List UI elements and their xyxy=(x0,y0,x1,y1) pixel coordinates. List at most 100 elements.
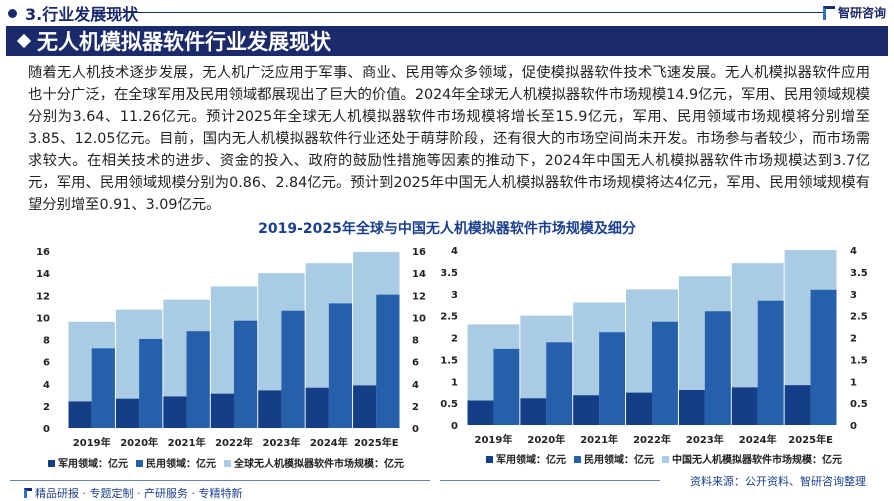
y-tick-label-right: 4 xyxy=(850,246,857,257)
x-tick-label: 2024年 xyxy=(739,433,777,446)
bar-civil xyxy=(599,332,626,425)
legend-item: 全球无人机模拟器软件市场规模：亿元 xyxy=(224,455,404,470)
banner: 无人机模拟器软件行业发展现状 xyxy=(6,26,888,56)
logo-icon xyxy=(822,5,835,20)
y-tick-label-right: 16 xyxy=(412,247,426,258)
bar-civil xyxy=(546,342,573,425)
divider xyxy=(92,12,824,13)
chart-title: 2019-2025年全球与中国无人机模拟器软件市场规模及细分 xyxy=(258,221,636,237)
bar-civil xyxy=(186,331,210,428)
bar-military xyxy=(305,387,329,428)
bar-military xyxy=(163,396,187,428)
legend-label: 军用领域：亿元 xyxy=(496,455,566,466)
logo-text: 智研咨询 xyxy=(837,6,886,20)
y-tick-label-right: 4 xyxy=(412,380,419,391)
x-tick-label: 2020年 xyxy=(527,433,565,446)
x-tick-label: 2020年 xyxy=(120,436,158,449)
y-tick-label-right: 0 xyxy=(412,424,419,435)
bar-civil xyxy=(328,303,353,428)
y-tick-label-left: 2 xyxy=(43,402,50,413)
legend-swatch xyxy=(136,460,143,467)
y-tick-label-right: 12 xyxy=(412,291,426,302)
legend-swatch xyxy=(574,456,581,463)
bar-military xyxy=(258,390,282,428)
y-tick-label-left: 14 xyxy=(36,269,50,280)
legend-item: 中国无人机模拟器软件市场规模：亿元 xyxy=(662,451,842,466)
y-tick-label-left: 0 xyxy=(451,421,458,432)
bar-civil xyxy=(281,310,305,428)
y-tick-label-right: 8 xyxy=(412,336,419,347)
bar-military xyxy=(353,385,377,428)
legend-item: 军用领域：亿元 xyxy=(486,451,566,466)
bar-military xyxy=(520,398,547,425)
bar-civil xyxy=(376,294,400,428)
y-tick-label-left: 3 xyxy=(451,290,458,301)
legend-swatch xyxy=(48,460,55,467)
x-tick-label: 2021年 xyxy=(168,436,206,449)
bar-civil xyxy=(139,338,163,428)
x-tick-label: 2019年 xyxy=(475,433,513,446)
source-note: 资料来源：公开资料、智研咨询整理 xyxy=(690,475,866,488)
legend-global: 军用领域：亿元 民用领域：亿元 全球无人机模拟器软件市场规模：亿元 xyxy=(48,455,404,470)
y-tick-label-left: 2 xyxy=(451,334,458,345)
footer-slogan-text: 精品研报 · 专题定制 · 产研服务 · 专精特新 xyxy=(35,487,243,500)
y-tick-label-left: 0 xyxy=(43,424,50,435)
y-tick-label-right: 6 xyxy=(412,358,419,369)
legend-item: 民用领域：亿元 xyxy=(574,451,654,466)
x-tick-label: 2024年 xyxy=(310,436,348,449)
x-tick-label: 2021年 xyxy=(580,433,618,446)
x-tick-label: 2025年E xyxy=(354,436,399,449)
y-tick-label-left: 2.5 xyxy=(440,312,458,323)
legend-china: 军用领域：亿元 民用领域：亿元 中国无人机模拟器软件市场规模：亿元 xyxy=(486,451,842,466)
bullet-icon xyxy=(8,8,17,18)
y-tick-label-right: 2 xyxy=(412,402,419,413)
bar-civil xyxy=(652,321,678,425)
section-heading: 3.行业发展现状 xyxy=(8,2,138,24)
legend-item: 民用领域：亿元 xyxy=(136,455,216,470)
bar-military xyxy=(68,401,92,428)
y-tick-label-right: 10 xyxy=(412,313,426,324)
y-tick-label-left: 6 xyxy=(43,358,50,369)
y-tick-label-right: 14 xyxy=(412,269,426,280)
bar-military xyxy=(115,398,140,428)
x-tick-label: 2022年 xyxy=(215,436,253,449)
legend-swatch xyxy=(486,456,493,463)
bar-civil xyxy=(704,311,731,425)
y-tick-label-left: 12 xyxy=(36,291,50,302)
bar-military xyxy=(784,385,811,425)
y-tick-label-left: 4 xyxy=(451,246,458,257)
x-tick-label: 2023年 xyxy=(686,433,724,446)
legend-label: 中国无人机模拟器软件市场规模：亿元 xyxy=(672,455,842,466)
page-title: 无人机模拟器软件行业发展现状 xyxy=(37,30,331,54)
legend-swatch xyxy=(224,460,231,467)
y-tick-label-right: 1 xyxy=(850,377,857,388)
bar-military xyxy=(626,392,652,425)
legend-label: 民用领域：亿元 xyxy=(584,455,654,466)
y-tick-label-left: 16 xyxy=(36,247,50,258)
logo: 智研咨询 xyxy=(822,4,886,21)
y-tick-label-left: 8 xyxy=(43,336,50,347)
y-tick-label-right: 3.5 xyxy=(850,268,868,279)
bar-civil xyxy=(91,348,115,428)
bar-civil xyxy=(493,348,520,425)
bar-civil xyxy=(234,320,258,428)
y-tick-label-left: 1.5 xyxy=(440,355,458,366)
bar-military xyxy=(731,387,758,425)
legend-label: 民用领域：亿元 xyxy=(146,459,216,470)
y-tick-label-left: 3.5 xyxy=(440,268,458,279)
section-title: 3.行业发展现状 xyxy=(25,5,139,24)
footer-divider xyxy=(440,480,660,481)
footer-divider xyxy=(10,480,430,481)
bar-military xyxy=(573,395,600,425)
legend-item: 军用领域：亿元 xyxy=(48,455,128,470)
legend-label: 全球无人机模拟器软件市场规模：亿元 xyxy=(234,459,404,470)
y-tick-label-right: 2 xyxy=(850,334,857,345)
y-tick-label-right: 0.5 xyxy=(850,399,868,410)
y-tick-label-right: 1.5 xyxy=(850,355,868,366)
body-paragraph: 随着无人机技术逐步发展，无人机广泛应用于军事、商业、民用等众多领域，促使模拟器软… xyxy=(28,65,870,213)
y-tick-label-left: 0.5 xyxy=(440,399,458,410)
bar-civil xyxy=(810,289,837,425)
y-tick-label-right: 2.5 xyxy=(850,312,868,323)
x-tick-label: 2019年 xyxy=(73,436,111,449)
